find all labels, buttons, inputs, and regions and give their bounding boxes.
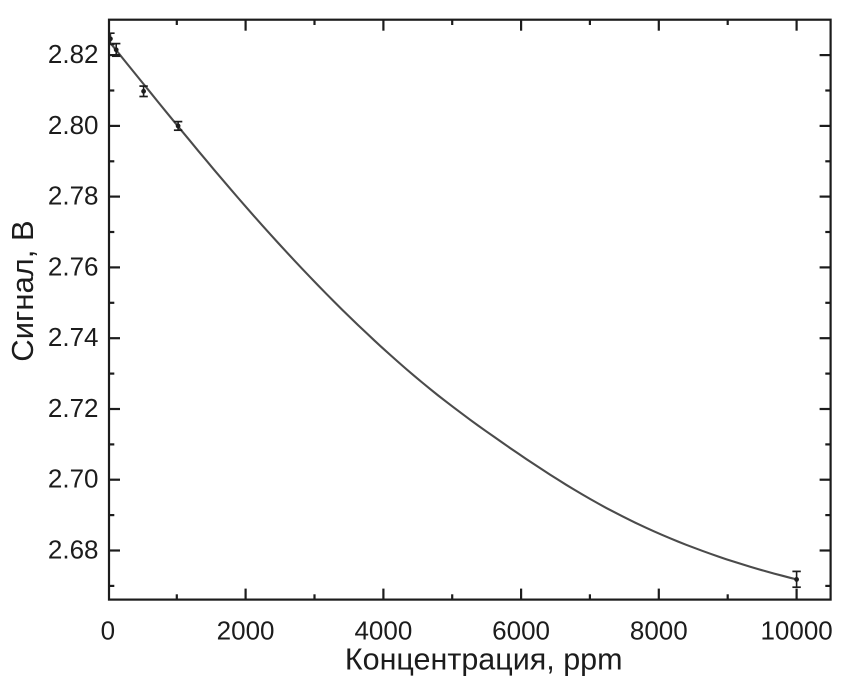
svg-text:2.68: 2.68 bbox=[48, 534, 99, 564]
svg-text:8000: 8000 bbox=[630, 615, 688, 645]
svg-text:2.78: 2.78 bbox=[48, 181, 99, 211]
svg-text:6000: 6000 bbox=[492, 615, 550, 645]
svg-text:0: 0 bbox=[101, 615, 115, 645]
svg-text:4000: 4000 bbox=[354, 615, 412, 645]
svg-text:2.72: 2.72 bbox=[48, 393, 99, 423]
svg-text:10000: 10000 bbox=[760, 615, 832, 645]
svg-text:Сигнал, В: Сигнал, В bbox=[5, 220, 40, 361]
svg-text:2000: 2000 bbox=[217, 615, 275, 645]
svg-text:2.70: 2.70 bbox=[48, 464, 99, 494]
svg-text:Концентрация, ppm: Концентрация, ppm bbox=[345, 643, 623, 677]
svg-text:2.80: 2.80 bbox=[48, 110, 99, 140]
svg-text:2.74: 2.74 bbox=[48, 322, 99, 352]
svg-text:2.82: 2.82 bbox=[48, 39, 99, 69]
svg-text:2.76: 2.76 bbox=[48, 251, 99, 281]
